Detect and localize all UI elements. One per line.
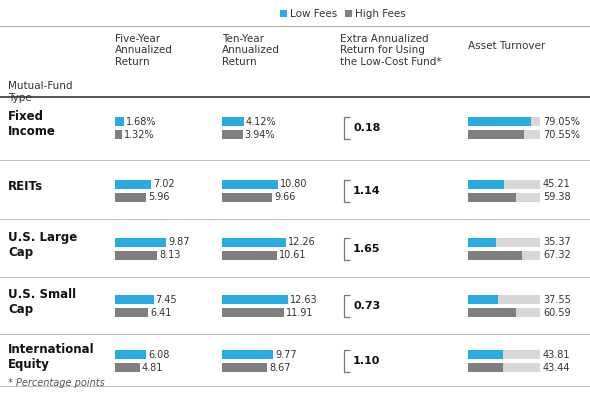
- Bar: [115, 363, 140, 372]
- Text: Mutual-Fund
Type: Mutual-Fund Type: [8, 81, 73, 103]
- Bar: [222, 238, 286, 247]
- Bar: [468, 350, 540, 359]
- Bar: [222, 193, 273, 201]
- Bar: [280, 10, 287, 17]
- Text: 60.59: 60.59: [543, 308, 571, 318]
- Bar: [468, 193, 540, 201]
- Text: 45.21: 45.21: [543, 179, 571, 189]
- Bar: [468, 130, 525, 139]
- Text: 9.77: 9.77: [275, 350, 297, 359]
- Text: 4.81: 4.81: [142, 363, 163, 372]
- Text: 3.94%: 3.94%: [245, 130, 275, 140]
- Text: 43.44: 43.44: [543, 363, 571, 372]
- Text: 43.81: 43.81: [543, 350, 571, 359]
- Text: 1.32%: 1.32%: [124, 130, 155, 140]
- Text: 9.66: 9.66: [274, 192, 296, 202]
- Bar: [468, 295, 540, 304]
- Bar: [222, 117, 244, 126]
- Bar: [468, 251, 540, 260]
- Bar: [468, 308, 516, 317]
- Text: Ten-Year
Annualized
Return: Ten-Year Annualized Return: [222, 34, 280, 67]
- Text: 6.41: 6.41: [150, 308, 172, 318]
- Text: 0.73: 0.73: [353, 301, 380, 311]
- Bar: [222, 180, 278, 188]
- Bar: [115, 193, 146, 201]
- Text: * Percentage points: * Percentage points: [8, 378, 105, 388]
- Bar: [222, 308, 284, 317]
- Bar: [468, 363, 540, 372]
- Text: 10.80: 10.80: [280, 179, 308, 189]
- Text: 10.61: 10.61: [280, 250, 307, 260]
- Bar: [115, 350, 146, 359]
- Bar: [222, 295, 288, 304]
- Text: 8.13: 8.13: [159, 250, 181, 260]
- Text: Low Fees: Low Fees: [290, 9, 337, 19]
- Bar: [468, 180, 504, 188]
- Text: 70.55%: 70.55%: [543, 130, 580, 140]
- Text: REITs: REITs: [8, 180, 43, 193]
- Bar: [222, 363, 267, 372]
- Bar: [468, 193, 516, 201]
- Text: High Fees: High Fees: [355, 9, 406, 19]
- Bar: [468, 180, 540, 188]
- Text: U.S. Small
Cap: U.S. Small Cap: [8, 288, 76, 316]
- Bar: [468, 130, 540, 139]
- Bar: [222, 251, 277, 260]
- Bar: [115, 130, 122, 139]
- Text: Five-Year
Annualized
Return: Five-Year Annualized Return: [115, 34, 173, 67]
- Bar: [115, 308, 148, 317]
- Text: 1.68%: 1.68%: [126, 117, 156, 127]
- Text: Asset Turnover: Asset Turnover: [468, 41, 545, 51]
- Bar: [115, 238, 166, 247]
- Text: 9.87: 9.87: [168, 237, 189, 247]
- Text: 67.32: 67.32: [543, 250, 571, 260]
- Bar: [222, 350, 273, 359]
- Text: Fixed
Income: Fixed Income: [8, 110, 56, 138]
- Text: 59.38: 59.38: [543, 192, 571, 202]
- Text: 12.26: 12.26: [288, 237, 316, 247]
- Bar: [468, 363, 503, 372]
- Text: Extra Annualized
Return for Using
the Low-Cost Fund*: Extra Annualized Return for Using the Lo…: [340, 34, 441, 67]
- Bar: [115, 180, 151, 188]
- Text: 1.10: 1.10: [353, 356, 381, 366]
- Bar: [115, 117, 124, 126]
- Text: 1.14: 1.14: [353, 186, 381, 196]
- Bar: [115, 295, 153, 304]
- Text: U.S. Large
Cap: U.S. Large Cap: [8, 231, 77, 259]
- Bar: [468, 238, 496, 247]
- Bar: [222, 130, 242, 139]
- Text: 0.18: 0.18: [353, 123, 381, 134]
- Text: 1.65: 1.65: [353, 244, 381, 254]
- Bar: [468, 350, 503, 359]
- Bar: [468, 295, 498, 304]
- Bar: [468, 308, 540, 317]
- Text: 37.55: 37.55: [543, 295, 571, 305]
- Text: 6.08: 6.08: [149, 350, 170, 359]
- Text: 79.05%: 79.05%: [543, 117, 580, 127]
- Text: 35.37: 35.37: [543, 237, 571, 247]
- Text: 11.91: 11.91: [286, 308, 314, 318]
- Text: 12.63: 12.63: [290, 295, 317, 305]
- Text: 8.67: 8.67: [269, 363, 291, 372]
- Bar: [345, 10, 352, 17]
- Bar: [468, 251, 522, 260]
- Text: International
Equity: International Equity: [8, 343, 94, 371]
- Bar: [468, 117, 531, 126]
- Bar: [468, 238, 540, 247]
- Text: 5.96: 5.96: [148, 192, 169, 202]
- Bar: [115, 251, 157, 260]
- Text: 7.02: 7.02: [153, 179, 175, 189]
- Text: 7.45: 7.45: [156, 295, 177, 305]
- Text: 4.12%: 4.12%: [245, 117, 276, 127]
- Bar: [468, 117, 540, 126]
